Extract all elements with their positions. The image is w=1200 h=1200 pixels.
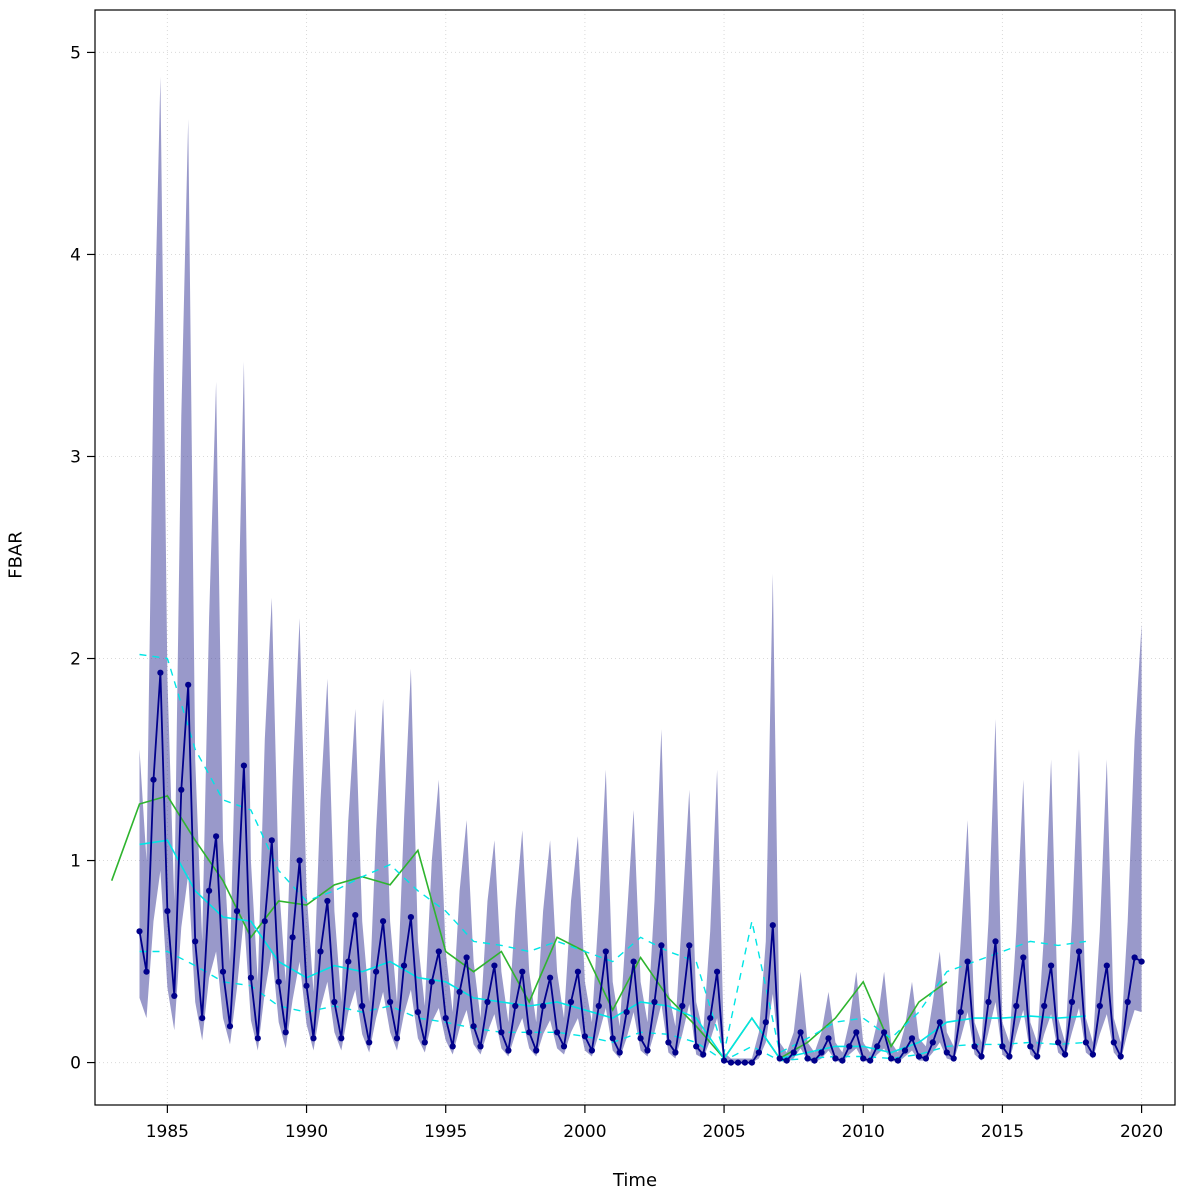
- x-tick-label: 2015: [981, 1122, 1024, 1142]
- x-axis-title: Time: [612, 1170, 658, 1191]
- y-tick-label: 1: [70, 852, 81, 872]
- y-tick-label: 5: [70, 43, 81, 63]
- x-tick-label: 1995: [424, 1122, 467, 1142]
- x-tick-label: 2005: [702, 1122, 745, 1142]
- x-tick-label: 1990: [285, 1122, 328, 1142]
- fbar-points: [136, 669, 1145, 1066]
- green-annual-line: [110, 794, 948, 1060]
- x-tick-label: 2000: [563, 1122, 606, 1142]
- cyan-lower-dashed: [139, 950, 1086, 1062]
- confidence-band: [139, 76, 1142, 1063]
- x-tick-label: 2020: [1120, 1122, 1163, 1142]
- cyan-mean-line: [139, 839, 1086, 1060]
- y-tick-label: 3: [70, 447, 81, 467]
- x-axis: 1985 1990 1995 2000 2005 2010 2015 2020: [146, 1105, 1163, 1142]
- plot-border: [94, 9, 1176, 1106]
- y-tick-label: 2: [70, 650, 81, 670]
- y-axis-title: FBAR: [5, 531, 27, 579]
- y-tick-label: 0: [70, 1054, 81, 1074]
- x-tick-label: 2010: [842, 1122, 885, 1142]
- x-tick-label: 1985: [146, 1122, 189, 1142]
- y-axis: 0 1 2 3 4 5: [70, 43, 95, 1074]
- y-tick-label: 4: [70, 245, 81, 265]
